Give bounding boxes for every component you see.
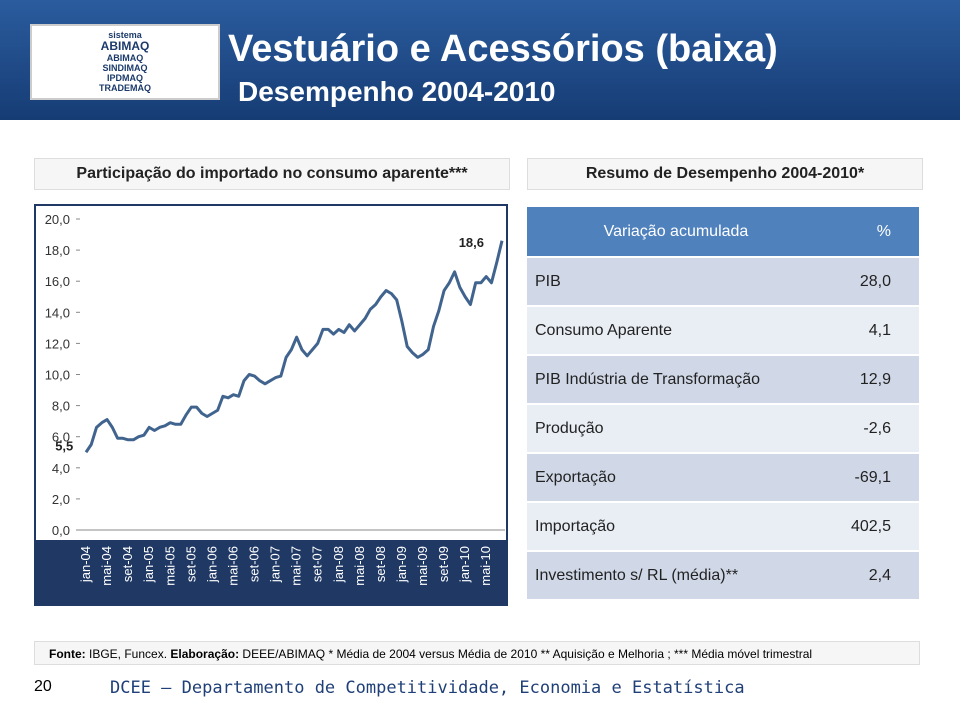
table-row: PIB 28,0 [527,258,919,305]
x-tick-label: jan-08 [331,546,346,583]
logo-text: ABIMAQ [106,53,144,63]
table-cell: 12,9 [824,356,919,403]
y-tick-label: 2,0 [52,492,70,507]
table-row: Importação 402,5 [527,503,919,550]
x-tick-label: mai-04 [99,546,114,586]
data-label: 5,5 [55,438,73,453]
x-tick-label: jan-05 [141,546,156,583]
table-row: Exportação -69,1 [527,454,919,501]
x-tick-label: mai-09 [415,546,430,586]
page-number: 20 [34,678,52,695]
x-tick-label: set-08 [373,546,388,582]
logo-text: TRADEMAQ [99,83,151,93]
plot-area [36,206,506,540]
x-tick-label: set-04 [120,546,135,582]
data-label: 18,6 [459,235,484,250]
footnote-label: Elaboração: [170,647,240,661]
table-cell: 2,4 [824,552,919,599]
y-tick-label: 6,0 [52,430,70,445]
table-cell: -69,1 [824,454,919,501]
table-cell: Produção [527,405,825,452]
line [84,240,504,454]
footnote-label: Fonte: [49,647,86,661]
y-tick-label: 14,0 [45,305,70,320]
table-cell: Importação [527,503,825,550]
x-tick-label: mai-10 [478,546,493,586]
subtitle: Desempenho 2004-2010 [238,76,556,107]
x-tick-label: jan-09 [394,546,409,583]
footnote-text: DEEE/ABIMAQ * Média de 2004 versus Média… [242,647,813,661]
y-tick-label: 20,0 [45,212,70,227]
table-cell: Exportação [527,454,825,501]
department: DCEE – Departamento de Competitividade, … [110,678,745,698]
table-header: Variação acumulada [527,207,825,256]
x-tick-label: set-07 [310,546,325,582]
logo-text: IPDMAQ [107,73,143,83]
title: Vestuário e Acessórios (baixa) [228,28,778,70]
logo: sistema ABIMAQ ABIMAQ SINDIMAQ IPDMAQ TR… [30,24,220,100]
x-tick-label: jan-07 [268,546,283,583]
table-row: Consumo Aparente 4,1 [527,307,919,354]
table-cell: -2,6 [824,405,919,452]
table-row: Investimento s/ RL (média)** 2,4 [527,552,919,599]
logo-text: SINDIMAQ [102,63,148,73]
table-row: Produção -2,6 [527,405,919,452]
chart: 0,0 2,0 4,0 6,0 8,0 10,0 12,0 14,0 16,0 18,0 20,0 j… [34,204,508,606]
x-tick-label: jan-04 [78,546,93,583]
y-tick-label: 8,0 [52,399,70,414]
x-tick-label: mai-05 [162,546,177,586]
x-tick-label: set-05 [183,546,198,582]
footnote: Fonte: IBGE, Funcex. Elaboração: DEEE/AB… [34,641,920,665]
footnote-text: IBGE, Funcex. [89,647,168,661]
x-tick-label: mai-06 [225,546,240,586]
section-heading: Resumo de Desempenho 2004-2010* [527,158,923,190]
section-heading: Participação do importado no consumo apa… [34,158,510,190]
x-tick-label: mai-08 [352,546,367,586]
table-cell: 402,5 [824,503,919,550]
x-tick-label: set-06 [247,546,262,582]
table-cell: 4,1 [824,307,919,354]
x-tick-label: jan-06 [204,546,219,583]
x-tick-label: mai-07 [289,546,304,586]
summary-table: Variação acumulada % PIB 28,0 Consumo Apar… [527,205,919,601]
table-header: % [824,207,919,256]
logo-text: ABIMAQ [100,39,150,53]
y-tick-label: 18,0 [45,243,70,258]
x-tick-label: jan-10 [457,546,472,583]
y-tick-label: 16,0 [45,274,70,289]
logo-text: sistema [108,30,142,40]
y-tick-label: 10,0 [45,368,70,383]
y-tick-label: 12,0 [45,336,70,351]
table-cell: Investimento s/ RL (média)** [527,552,825,599]
table-cell: 28,0 [824,258,919,305]
table-cell: PIB [527,258,825,305]
table-cell: Consumo Aparente [527,307,825,354]
table-cell: PIB Indústria de Transformação [527,356,825,403]
x-tick-label: set-09 [436,546,451,582]
table-row: PIB Indústria de Transformação 12,9 [527,356,919,403]
y-tick-label: 4,0 [52,461,70,476]
y-tick-label: 0,0 [52,523,70,538]
